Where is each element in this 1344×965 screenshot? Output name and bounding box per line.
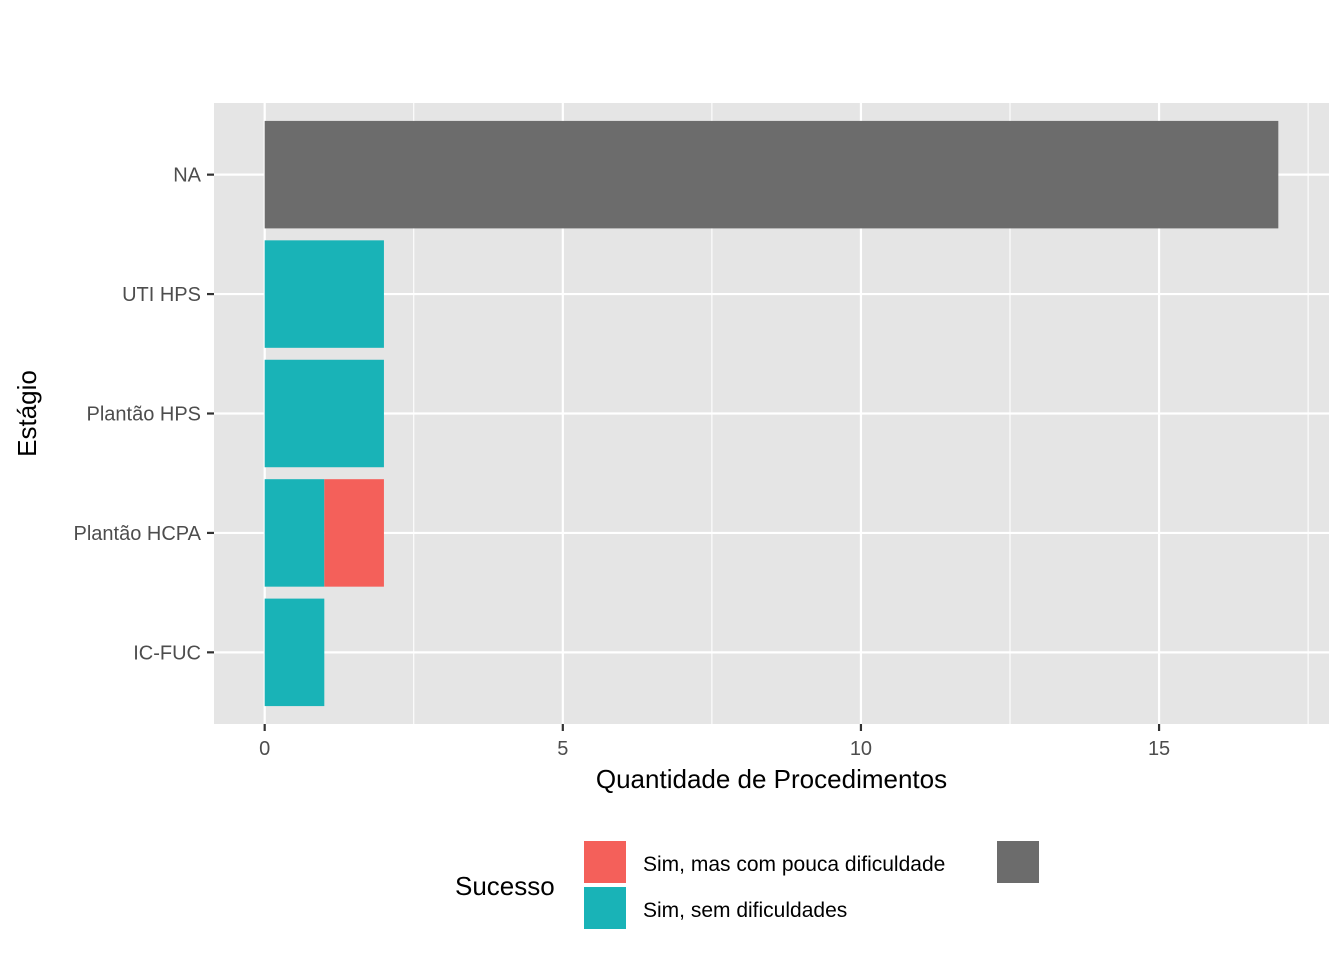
- y-tick-label: NA: [173, 165, 201, 187]
- x-tick-label: 5: [557, 738, 568, 760]
- legend-label: Sim, sem dificuldades: [643, 899, 847, 922]
- y-axis: NA UTI HPS Plantão HPS Plantão HCPA IC-FUC: [74, 165, 214, 664]
- bar-plantao-hcpa-sim-sem-dificuldades: [264, 479, 325, 587]
- legend-label: Sim, mas com pouca dificuldade: [643, 853, 945, 876]
- x-axis: 0 5 10 15: [259, 724, 1170, 760]
- y-tick-label: Plantão HCPA: [74, 523, 202, 545]
- legend-key-sim-sem-dificuldades: [584, 887, 626, 929]
- legend: Sucesso Sim, mas com pouca dificuldade Si…: [455, 841, 1039, 929]
- y-tick-label: Plantão HPS: [86, 404, 201, 426]
- bar-uti-hps-sim-sem-dificuldades: [264, 240, 384, 348]
- x-tick-label: 0: [259, 738, 270, 760]
- legend-key-na: [997, 841, 1039, 883]
- legend-title: Sucesso: [455, 871, 555, 901]
- bar-ic-fuc-sim-sem-dificuldades: [264, 598, 325, 707]
- y-tick-label: UTI HPS: [122, 284, 201, 306]
- x-axis-title: Quantidade de Procedimentos: [596, 764, 947, 794]
- bar-plantao-hcpa-sim-mas-com-pouca-dificuldade: [324, 479, 384, 587]
- y-axis-title: Estágio: [12, 370, 42, 457]
- x-tick-label: 15: [1148, 738, 1170, 760]
- bar-na-na: [264, 120, 1279, 229]
- x-tick-label: 10: [850, 738, 872, 760]
- bar-plantao-hps-sim-sem-dificuldades: [264, 359, 384, 468]
- y-tick-label: IC-FUC: [133, 642, 201, 664]
- legend-key-sim-mas-com-pouca-dificuldade: [584, 841, 626, 883]
- bars-group: [264, 120, 1279, 707]
